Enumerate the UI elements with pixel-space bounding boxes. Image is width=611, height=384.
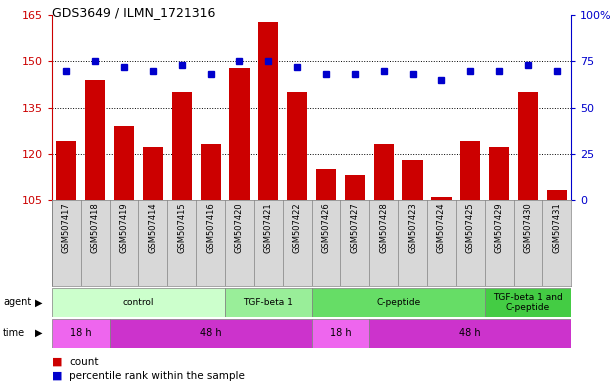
Text: GSM507431: GSM507431	[552, 202, 562, 253]
Bar	[312, 288, 485, 317]
Bar	[200, 144, 221, 200]
Bar	[316, 169, 336, 200]
Text: GSM507421: GSM507421	[264, 202, 273, 253]
Bar	[52, 288, 225, 317]
Text: GSM507427: GSM507427	[350, 202, 359, 253]
Text: 48 h: 48 h	[200, 328, 221, 338]
Bar	[489, 147, 509, 200]
Text: TGF-beta 1 and
C-peptide: TGF-beta 1 and C-peptide	[493, 293, 563, 312]
Text: GSM507414: GSM507414	[148, 202, 158, 253]
Text: ■: ■	[52, 371, 62, 381]
Bar	[547, 190, 567, 200]
Text: GSM507422: GSM507422	[293, 202, 302, 253]
Bar	[229, 68, 249, 200]
Bar	[114, 126, 134, 200]
Text: GSM507419: GSM507419	[120, 202, 128, 253]
Text: GSM507417: GSM507417	[62, 202, 71, 253]
Text: GSM507430: GSM507430	[524, 202, 533, 253]
Text: GDS3649 / ILMN_1721316: GDS3649 / ILMN_1721316	[52, 6, 215, 19]
Bar	[518, 92, 538, 200]
Bar	[460, 141, 480, 200]
Text: 18 h: 18 h	[70, 328, 92, 338]
Bar	[403, 160, 423, 200]
Bar	[52, 319, 109, 348]
Text: GSM507416: GSM507416	[206, 202, 215, 253]
Text: time: time	[3, 328, 25, 338]
Text: GSM507415: GSM507415	[177, 202, 186, 253]
Text: ▶: ▶	[35, 328, 43, 338]
Bar	[345, 175, 365, 200]
Text: control: control	[123, 298, 154, 307]
Text: GSM507429: GSM507429	[495, 202, 503, 253]
Text: GSM507425: GSM507425	[466, 202, 475, 253]
Text: ▶: ▶	[35, 297, 43, 308]
Bar	[172, 92, 192, 200]
Bar	[85, 80, 105, 200]
Text: agent: agent	[3, 297, 31, 308]
Text: GSM507426: GSM507426	[321, 202, 331, 253]
Text: 48 h: 48 h	[459, 328, 481, 338]
Text: TGF-beta 1: TGF-beta 1	[243, 298, 293, 307]
Text: GSM507428: GSM507428	[379, 202, 388, 253]
Text: GSM507423: GSM507423	[408, 202, 417, 253]
Bar	[431, 197, 452, 200]
Bar	[225, 288, 312, 317]
Bar	[485, 288, 571, 317]
Bar	[312, 319, 369, 348]
Text: ■: ■	[52, 357, 62, 367]
Bar	[369, 319, 571, 348]
Text: percentile rank within the sample: percentile rank within the sample	[69, 371, 245, 381]
Text: GSM507420: GSM507420	[235, 202, 244, 253]
Text: 18 h: 18 h	[330, 328, 351, 338]
Text: GSM507418: GSM507418	[90, 202, 100, 253]
Text: C-peptide: C-peptide	[376, 298, 420, 307]
Bar	[258, 22, 279, 200]
Bar	[143, 147, 163, 200]
Bar	[374, 144, 394, 200]
Text: count: count	[69, 357, 98, 367]
Bar	[56, 141, 76, 200]
Bar	[109, 319, 312, 348]
Bar	[287, 92, 307, 200]
Text: GSM507424: GSM507424	[437, 202, 446, 253]
